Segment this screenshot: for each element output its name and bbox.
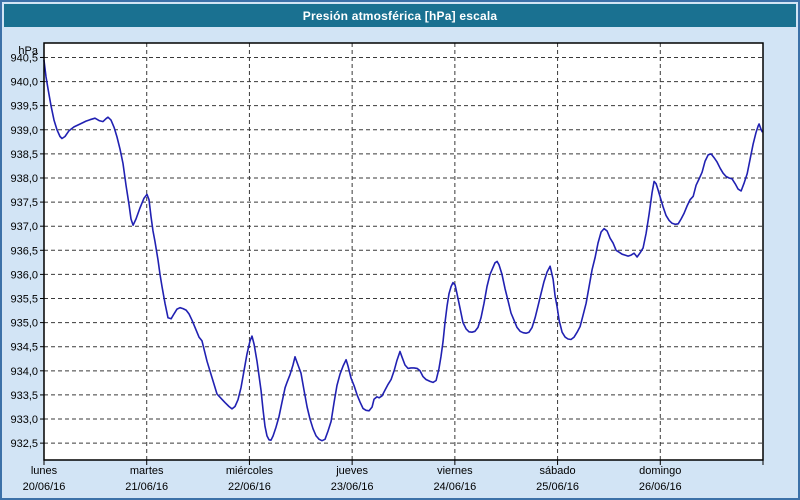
y-tick-label: 938,0: [10, 173, 38, 185]
x-date-label: 20/06/16: [23, 481, 66, 493]
x-date-label: 23/06/16: [331, 481, 374, 493]
x-day-label: jueves: [335, 465, 368, 477]
y-tick-label: 938,5: [10, 149, 38, 161]
y-tick-label: 937,0: [10, 221, 38, 233]
y-tick-label: 933,0: [10, 414, 38, 426]
x-day-label: sábado: [540, 465, 576, 477]
y-tick-label: 936,0: [10, 269, 38, 281]
y-tick-label: 939,0: [10, 125, 38, 137]
x-date-label: 21/06/16: [125, 481, 168, 493]
y-axis-unit-label: hPa: [18, 45, 38, 57]
x-date-label: 26/06/16: [639, 481, 682, 493]
pressure-line: [43, 59, 764, 442]
window-titlebar[interactable]: Presión atmosférica [hPa] escala: [4, 4, 796, 27]
plot-border: [43, 42, 764, 461]
window-title: Presión atmosférica [hPa] escala: [302, 8, 498, 23]
x-day-label: lunes: [31, 465, 58, 477]
y-tick-label: 935,0: [10, 318, 38, 330]
pressure-chart-canvas: 940,5 940,0 939,5 939,0 938,5 938,0 937,5 937,0…: [10, 42, 764, 493]
y-tick-label: 939,5: [10, 101, 38, 113]
x-day-label: martes: [130, 465, 164, 477]
y-tick-label: 933,5: [10, 390, 38, 402]
x-date-label: 22/06/16: [228, 481, 271, 493]
y-tick-label: 935,5: [10, 294, 38, 306]
y-tick-label: 934,5: [10, 342, 38, 354]
x-date-label: 25/06/16: [536, 481, 579, 493]
plot-area: [44, 43, 763, 460]
y-tick-label: 940,0: [10, 77, 38, 89]
x-day-label: viernes: [437, 465, 473, 477]
pressure-chart: 940,5 940,0 939,5 939,0 938,5 938,0 937,5 937,0…: [10, 37, 772, 493]
y-tick-label: 940,5: [10, 52, 38, 64]
y-tick-label: 932,5: [10, 438, 38, 450]
y-tick-label: 934,0: [10, 366, 38, 378]
x-date-label: 24/06/16: [433, 481, 476, 493]
y-tick-label: 936,5: [10, 245, 38, 257]
x-day-label: miércoles: [226, 465, 274, 477]
y-tick-label: 937,5: [10, 197, 38, 209]
x-day-label: domingo: [639, 465, 681, 477]
